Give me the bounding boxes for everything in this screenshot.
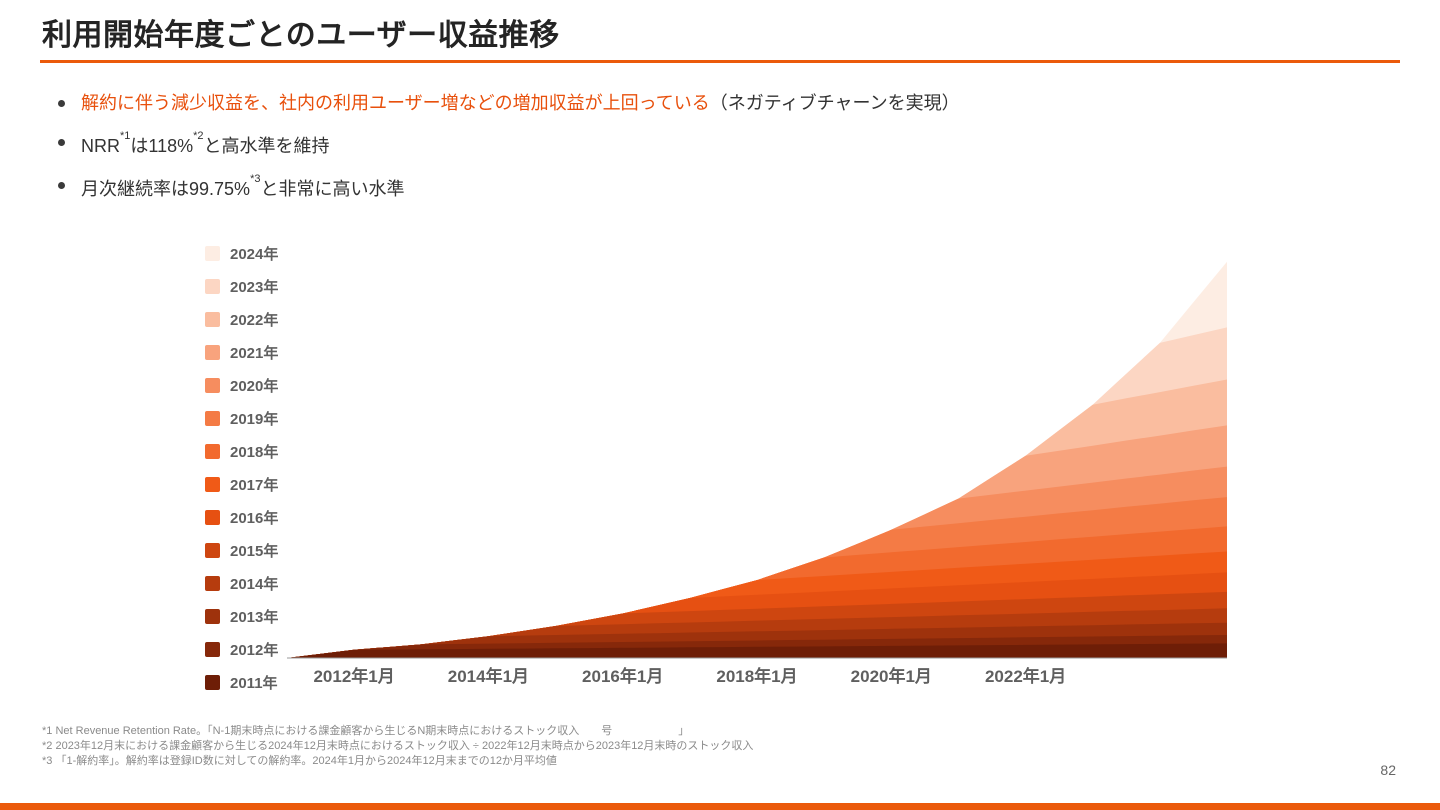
legend-item: 2019年 xyxy=(205,411,279,428)
bullet-item-churn: 解約に伴う減少収益を、社内の利用ユーザー増などの増加収益が上回っている（ネガティ… xyxy=(58,90,960,116)
bullet-text-part: と高水準を維持 xyxy=(203,136,330,156)
legend-swatch xyxy=(205,246,220,261)
legend-swatch xyxy=(205,675,220,690)
legend-label: 2024年 xyxy=(230,246,279,263)
bullet-text-suffix: （ネガティブチャーンを実現） xyxy=(709,93,960,113)
footnote-ref-3: *3 xyxy=(250,173,261,185)
legend-swatch xyxy=(205,345,220,360)
legend-label: 2013年 xyxy=(230,609,279,626)
legend-label: 2018年 xyxy=(230,444,279,461)
bullet-text: 解約に伴う減少収益を、社内の利用ユーザー増などの増加収益が上回っている（ネガティ… xyxy=(81,90,960,116)
legend-item: 2023年 xyxy=(205,279,279,296)
x-axis-label: 2012年1月 xyxy=(313,666,394,686)
legend-swatch xyxy=(205,279,220,294)
legend-swatch xyxy=(205,543,220,558)
page-number: 82 xyxy=(1380,762,1396,778)
x-axis-label: 2018年1月 xyxy=(716,666,797,686)
legend-item: 2024年 xyxy=(205,246,279,263)
legend-label: 2017年 xyxy=(230,477,279,494)
bullet-text: NRR*1は118%*2と高水準を維持 xyxy=(81,129,330,159)
bullet-text-part: NRR xyxy=(81,136,120,156)
legend-swatch xyxy=(205,576,220,591)
bullet-item-retention: 月次継続率は99.75%*3と非常に高い水準 xyxy=(58,172,960,202)
legend-item: 2021年 xyxy=(205,345,279,362)
legend-swatch xyxy=(205,477,220,492)
bullet-text-part: は118% xyxy=(130,136,194,156)
x-axis-label: 2016年1月 xyxy=(582,666,663,686)
bullet-text-highlight: 解約に伴う減少収益を、社内の利用ユーザー増などの増加収益が上回っている xyxy=(81,93,710,113)
footer-accent-bar xyxy=(0,803,1440,810)
area-cohort-2011年 xyxy=(287,643,1227,658)
bullet-marker xyxy=(58,182,65,189)
legend-label: 2023年 xyxy=(230,279,279,296)
footnote-ref-2: *2 xyxy=(193,130,204,142)
legend-swatch xyxy=(205,609,220,624)
legend-item: 2011年 xyxy=(205,675,278,692)
cohort-revenue-stacked-area-chart: 2012年1月 2014年1月 2016年1月 2018年1月 2020年1月 2022年… xyxy=(287,261,1227,686)
legend-item: 2018年 xyxy=(205,444,279,461)
legend-item: 2017年 xyxy=(205,477,279,494)
x-axis-label: 2022年1月 xyxy=(985,666,1066,686)
footnote: *2 2023年12月末における課金顧客から生じる2024年12月末時点における… xyxy=(42,740,754,752)
chart-legend: 2024年 2023年 2022年 2021年 2020年 2019年 2018年 2017年… xyxy=(205,246,278,708)
legend-item: 2016年 xyxy=(205,510,279,527)
legend-swatch xyxy=(205,510,220,525)
legend-item: 2020年 xyxy=(205,378,279,395)
footnote: *1 Net Revenue Retention Rate。「N-1期末時点にお… xyxy=(42,725,690,737)
footnote-ref-1: *1 xyxy=(120,130,131,142)
legend-label: 2019年 xyxy=(230,411,279,428)
legend-swatch xyxy=(205,378,220,393)
legend-label: 2016年 xyxy=(230,510,279,527)
footnotes: *1 Net Revenue Retention Rate。「N-1期末時点にお… xyxy=(42,724,753,769)
legend-item: 2022年 xyxy=(205,312,279,329)
legend-item: 2014年 xyxy=(205,576,279,593)
legend-label: 2014年 xyxy=(230,576,279,593)
bullet-marker xyxy=(58,100,65,107)
legend-label: 2022年 xyxy=(230,312,279,329)
legend-swatch xyxy=(205,444,220,459)
bullet-text-part: と非常に高い水準 xyxy=(260,179,405,199)
legend-swatch xyxy=(205,642,220,657)
legend-label: 2011年 xyxy=(230,675,278,692)
legend-item: 2012年 xyxy=(205,642,279,659)
legend-item: 2013年 xyxy=(205,609,279,626)
bullet-list: 解約に伴う減少収益を、社内の利用ユーザー増などの増加収益が上回っている（ネガティ… xyxy=(58,90,960,215)
legend-swatch xyxy=(205,312,220,327)
legend-label: 2021年 xyxy=(230,345,279,362)
bullet-marker xyxy=(58,139,65,146)
title-underline xyxy=(40,60,1400,63)
legend-swatch xyxy=(205,411,220,426)
footnote: *3 「1-解約率」。解約率は登録ID数に対しての解約率。2024年1月から20… xyxy=(42,755,557,767)
legend-label: 2020年 xyxy=(230,378,279,395)
bullet-text-part: 月次継続率は99.75% xyxy=(81,179,251,199)
bullet-text: 月次継続率は99.75%*3と非常に高い水準 xyxy=(81,172,404,202)
x-axis-label: 2014年1月 xyxy=(448,666,529,686)
bullet-item-nrr: NRR*1は118%*2と高水準を維持 xyxy=(58,129,960,159)
legend-item: 2015年 xyxy=(205,543,279,560)
page-title: 利用開始年度ごとのユーザー収益推移 xyxy=(42,19,560,52)
legend-label: 2012年 xyxy=(230,642,279,659)
x-axis-label: 2020年1月 xyxy=(851,666,932,686)
legend-label: 2015年 xyxy=(230,543,279,560)
